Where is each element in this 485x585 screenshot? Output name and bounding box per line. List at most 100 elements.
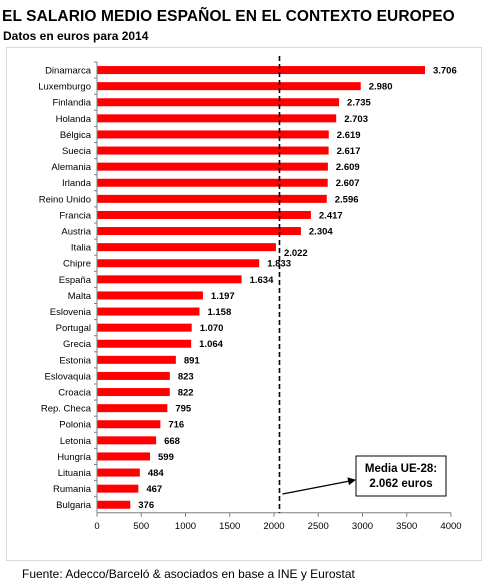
bar (97, 210, 311, 219)
category-label: Hungría (57, 452, 92, 463)
category-label: Rumania (53, 484, 92, 495)
category-label: Chipre (63, 259, 91, 270)
value-label: 2.022 (284, 248, 308, 259)
x-tick-label: 3500 (396, 521, 417, 532)
category-label: Letonia (60, 436, 92, 447)
callout-line-2: 2.062 euros (369, 478, 432, 490)
value-label: 1.064 (199, 339, 223, 350)
bar (97, 66, 425, 75)
x-tick-label: 2500 (308, 521, 329, 532)
category-label: Suecia (62, 146, 92, 157)
x-tick-label: 2000 (263, 521, 284, 532)
category-label: Croacia (58, 387, 91, 398)
category-label: Estonia (59, 355, 91, 366)
value-label: 467 (146, 484, 162, 495)
bar (97, 484, 139, 493)
x-tick-label: 4000 (440, 521, 461, 532)
bar (97, 468, 140, 477)
callout-line-1: Media UE-28: (365, 463, 437, 475)
category-label: Rep. Checa (41, 404, 92, 415)
category-label: Alemania (51, 162, 91, 173)
chart-frame (6, 47, 482, 561)
value-label: 2.617 (337, 146, 361, 157)
value-label: 3.706 (433, 65, 457, 76)
bar (97, 162, 328, 171)
bar (97, 307, 200, 316)
value-label: 2.609 (336, 162, 360, 173)
category-label: Bélgica (60, 130, 92, 141)
category-label: Reino Unido (39, 194, 91, 205)
bar (97, 404, 168, 413)
value-label: 2.417 (319, 210, 343, 221)
bar (97, 227, 301, 236)
bar (97, 420, 161, 429)
value-label: 823 (178, 371, 194, 382)
bar (97, 452, 151, 461)
value-label: 2.596 (335, 194, 359, 205)
category-label: Francia (59, 210, 91, 221)
source-note: Fuente: Adecco/Barceló & asociados en ba… (22, 567, 355, 581)
bar (97, 388, 170, 397)
value-label: 1.197 (211, 291, 235, 302)
value-label: 716 (168, 420, 184, 431)
x-axis: 0 500 1000 1500 2000 2500 3000 3500 4000 (94, 61, 462, 532)
bars-layer: Dinamarca 3.706 Luxemburgo 2.980 Finlandia 2.… (38, 65, 457, 511)
bar (97, 371, 170, 380)
category-label: Dinamarca (45, 65, 92, 76)
category-label: Bulgaria (56, 500, 92, 511)
x-tick-label: 0 (94, 521, 99, 532)
callout-arrow (282, 477, 356, 495)
value-label: 2.980 (369, 82, 393, 93)
category-label: Eslovaquia (45, 371, 92, 382)
category-label: Eslovenia (50, 307, 92, 318)
value-label: 1.158 (207, 307, 231, 318)
category-label: Holanda (56, 114, 92, 125)
bar (97, 146, 329, 155)
value-label: 1.070 (200, 323, 224, 334)
chart-subtitle: Datos en euros para 2014 (3, 29, 149, 43)
bar (97, 291, 203, 300)
x-tick-label: 3000 (352, 521, 373, 532)
category-label: Polonia (59, 420, 91, 431)
bar (97, 82, 361, 91)
category-label: Austria (61, 226, 91, 237)
category-label: Irlanda (62, 178, 92, 189)
chart-title: EL SALARIO MEDIO ESPAÑOL EN EL CONTEXTO … (2, 8, 455, 25)
category-label: Malta (68, 291, 92, 302)
category-label: Lituania (58, 468, 92, 479)
value-label: 668 (164, 436, 180, 447)
callout-box (355, 455, 447, 497)
bar (97, 355, 176, 364)
bar (97, 259, 260, 268)
value-label: 2.304 (309, 226, 333, 237)
value-label: 376 (138, 500, 154, 511)
bar (97, 323, 192, 332)
reference-layer (278, 56, 356, 513)
bar (97, 194, 327, 203)
average-callout: Media UE-28: 2.062 euros (355, 455, 447, 497)
category-label: Italia (71, 243, 92, 254)
value-label: 2.735 (347, 98, 371, 109)
value-label: 484 (148, 468, 165, 479)
bar (97, 98, 340, 107)
category-label: Finlandia (52, 98, 91, 109)
bar (97, 339, 192, 348)
bar (97, 436, 157, 445)
bar (97, 243, 276, 252)
bar (97, 275, 242, 284)
value-label: 795 (175, 404, 192, 415)
bar (97, 500, 131, 509)
category-label: Portugal (56, 323, 91, 334)
value-label: 2.607 (336, 178, 360, 189)
value-label: 1.634 (250, 275, 274, 286)
value-label: 2.703 (344, 114, 368, 125)
category-label: España (59, 275, 92, 286)
category-label: Grecia (63, 339, 92, 350)
category-label: Luxemburgo (38, 82, 91, 93)
bar (97, 114, 337, 123)
x-tick-label: 500 (133, 521, 149, 532)
x-tick-label: 1500 (219, 521, 240, 532)
value-label: 822 (178, 387, 194, 398)
value-label: 599 (158, 452, 174, 463)
